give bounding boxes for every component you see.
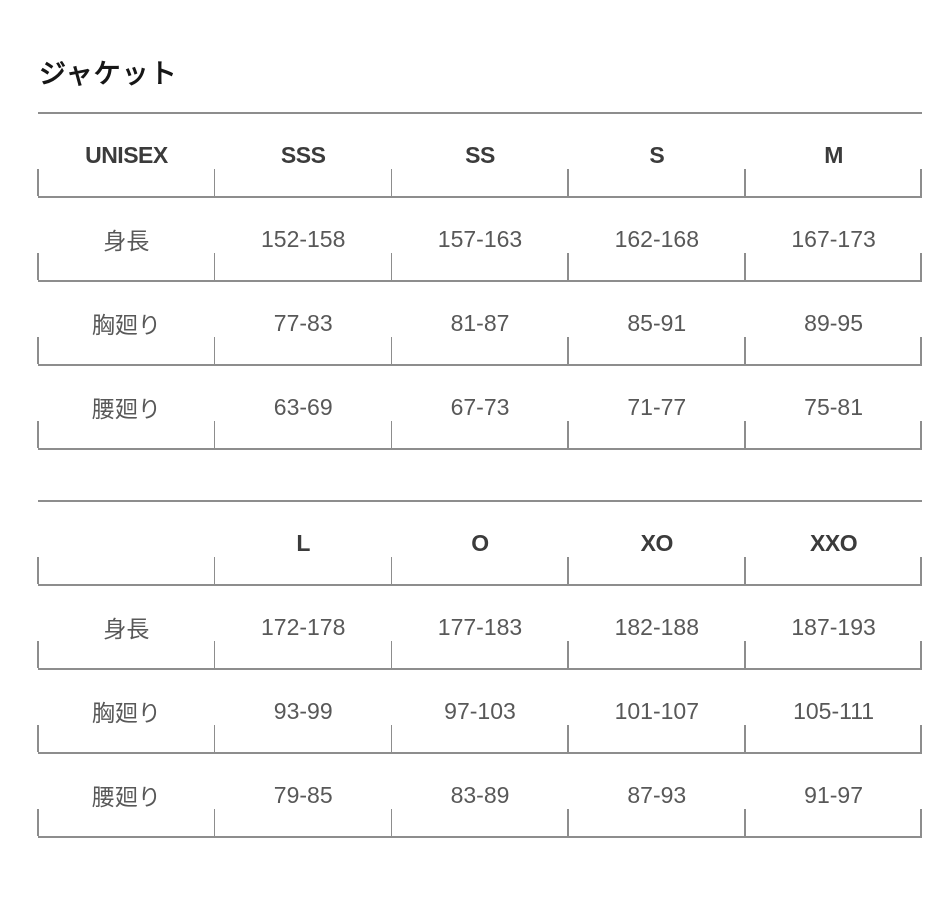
table-row-height: 身長 172-178 177-183 182-188 187-193 — [37, 586, 922, 670]
header-cell-xxo: XXO — [744, 502, 922, 584]
cell-value: 93-99 — [213, 670, 392, 752]
cell-value: 75-81 — [744, 366, 922, 448]
cell-value: 172-178 — [213, 586, 392, 668]
cell-value: 77-83 — [213, 282, 392, 364]
row-label-waist: 腰廻り — [37, 366, 215, 448]
cell-value: 87-93 — [567, 754, 745, 836]
table-header-row: UNISEX SSS SS S M — [37, 114, 922, 198]
cell-value: 91-97 — [744, 754, 922, 836]
row-label-height: 身長 — [37, 586, 215, 668]
cell-value: 79-85 — [213, 754, 392, 836]
cell-value: 85-91 — [567, 282, 745, 364]
cell-value: 105-111 — [744, 670, 922, 752]
row-label-height: 身長 — [37, 198, 215, 280]
size-table-large: L O XO XXO 身長 172-178 177-183 182-188 18… — [37, 500, 922, 838]
cell-value: 182-188 — [567, 586, 745, 668]
table-row-chest: 胸廻り 77-83 81-87 85-91 89-95 — [37, 282, 922, 366]
cell-value: 67-73 — [390, 366, 569, 448]
cell-value: 167-173 — [744, 198, 922, 280]
cell-value: 97-103 — [390, 670, 569, 752]
cell-value: 152-158 — [213, 198, 392, 280]
table-row-waist: 腰廻り 79-85 83-89 87-93 91-97 — [37, 754, 922, 838]
header-cell-unisex: UNISEX — [37, 114, 215, 196]
size-chart-page: ジャケット UNISEX SSS SS S M 身長 152-158 157-1… — [37, 59, 922, 838]
header-cell-o: O — [390, 502, 569, 584]
header-cell-sss: SSS — [213, 114, 392, 196]
page-title: ジャケット — [39, 59, 178, 89]
cell-value: 187-193 — [744, 586, 922, 668]
cell-value: 83-89 — [390, 754, 569, 836]
cell-value: 81-87 — [390, 282, 569, 364]
size-table-small: UNISEX SSS SS S M 身長 152-158 157-163 162… — [37, 112, 922, 450]
table-row-chest: 胸廻り 93-99 97-103 101-107 105-111 — [37, 670, 922, 754]
header-cell-m: M — [744, 114, 922, 196]
header-cell-l: L — [213, 502, 392, 584]
header-cell-ss: SS — [390, 114, 569, 196]
header-cell-s: S — [567, 114, 745, 196]
table-row-waist: 腰廻り 63-69 67-73 71-77 75-81 — [37, 366, 922, 450]
header-cell-empty — [37, 502, 215, 584]
cell-value: 71-77 — [567, 366, 745, 448]
cell-value: 157-163 — [390, 198, 569, 280]
cell-value: 101-107 — [567, 670, 745, 752]
cell-value: 177-183 — [390, 586, 569, 668]
row-label-chest: 胸廻り — [37, 282, 215, 364]
cell-value: 162-168 — [567, 198, 745, 280]
row-label-chest: 胸廻り — [37, 670, 215, 752]
row-label-waist: 腰廻り — [37, 754, 215, 836]
cell-value: 63-69 — [213, 366, 392, 448]
table-row-height: 身長 152-158 157-163 162-168 167-173 — [37, 198, 922, 282]
cell-value: 89-95 — [744, 282, 922, 364]
header-cell-xo: XO — [567, 502, 745, 584]
table-header-row: L O XO XXO — [37, 502, 922, 586]
